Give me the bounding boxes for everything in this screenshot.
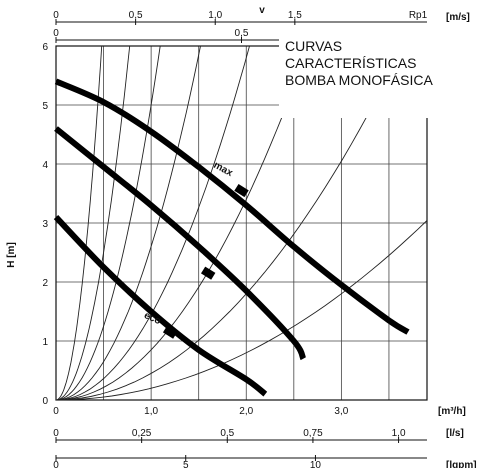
x-tick-label: 2,0 bbox=[239, 406, 253, 417]
secondary-tick-label: 0 bbox=[53, 10, 59, 21]
chart-title: CURVAS CARACTERÍSTICAS BOMBA MONOFÁSICA bbox=[279, 36, 475, 118]
title-line-1: CURVAS bbox=[285, 38, 343, 54]
pipe-size-note: Rp1 bbox=[409, 10, 428, 21]
title-line-3: BOMBA MONOFÁSICA bbox=[285, 72, 433, 88]
secondary-tick-label: 0,5 bbox=[220, 428, 234, 439]
secondary-tick-label: 5 bbox=[183, 460, 189, 468]
pump-curve-max bbox=[54, 78, 410, 335]
secondary-axis-unit-label: [lgpm] bbox=[446, 460, 477, 468]
secondary-tick-label: 0 bbox=[53, 28, 59, 39]
secondary-tick-label: 10 bbox=[310, 460, 322, 468]
system-curves bbox=[55, 45, 428, 401]
secondary-axes: 0 0,5 1,0 1,5 v Rp1 [m/s] 0 0,5 0 0,25 0,5 0,75 1,0 [l… bbox=[53, 5, 476, 468]
system-curve bbox=[55, 45, 310, 401]
system-curve bbox=[55, 45, 131, 401]
secondary-tick-label: 1,0 bbox=[392, 428, 406, 439]
speed-marker bbox=[162, 325, 178, 339]
secondary-tick-label: 1,0 bbox=[208, 10, 222, 21]
secondary-tick-label: 0 bbox=[53, 428, 59, 439]
x-tick-label: 1,0 bbox=[144, 406, 158, 417]
pump-curve-speed-2 bbox=[54, 126, 307, 361]
secondary-axis-unit-label: [l/s] bbox=[446, 428, 464, 439]
secondary-tick-label: 0 bbox=[53, 460, 59, 468]
system-curve bbox=[55, 45, 404, 401]
x-tick-label: 3,0 bbox=[334, 406, 348, 417]
x-tick-label: 0 bbox=[53, 406, 59, 417]
speed-marker bbox=[200, 266, 216, 280]
velocity-unit-label: [m/s] bbox=[446, 12, 470, 23]
system-curve bbox=[55, 45, 103, 401]
plot-frame bbox=[55, 45, 428, 401]
y-tick-label: 0 bbox=[42, 396, 48, 407]
secondary-tick-label: 1,5 bbox=[288, 10, 302, 21]
velocity-axis-label: v bbox=[259, 5, 265, 16]
system-curve bbox=[55, 45, 201, 401]
title-line-2: CARACTERÍSTICAS bbox=[285, 55, 417, 71]
axes: 0 1,0 2,0 3,0 0 1 2 3 4 5 6 [m³/h] H [m] bbox=[6, 42, 466, 417]
y-tick-label: 2 bbox=[42, 278, 48, 289]
y-tick-label: 6 bbox=[42, 42, 48, 53]
secondary-tick-label: 0,5 bbox=[129, 10, 143, 21]
secondary-tick-label: 0,75 bbox=[303, 428, 323, 439]
system-curve bbox=[55, 45, 161, 401]
system-curve bbox=[55, 220, 428, 401]
speed-marker bbox=[234, 183, 249, 198]
secondary-tick-label: 0,25 bbox=[132, 428, 152, 439]
secondary-tick-label: 0,5 bbox=[235, 28, 249, 39]
y-axis-label: H [m] bbox=[6, 242, 17, 268]
y-tick-label: 1 bbox=[42, 337, 48, 348]
y-tick-label: 5 bbox=[42, 101, 48, 112]
x-axis-label: [m³/h] bbox=[438, 406, 466, 417]
y-tick-label: 3 bbox=[42, 219, 48, 230]
y-tick-label: 4 bbox=[42, 160, 48, 171]
